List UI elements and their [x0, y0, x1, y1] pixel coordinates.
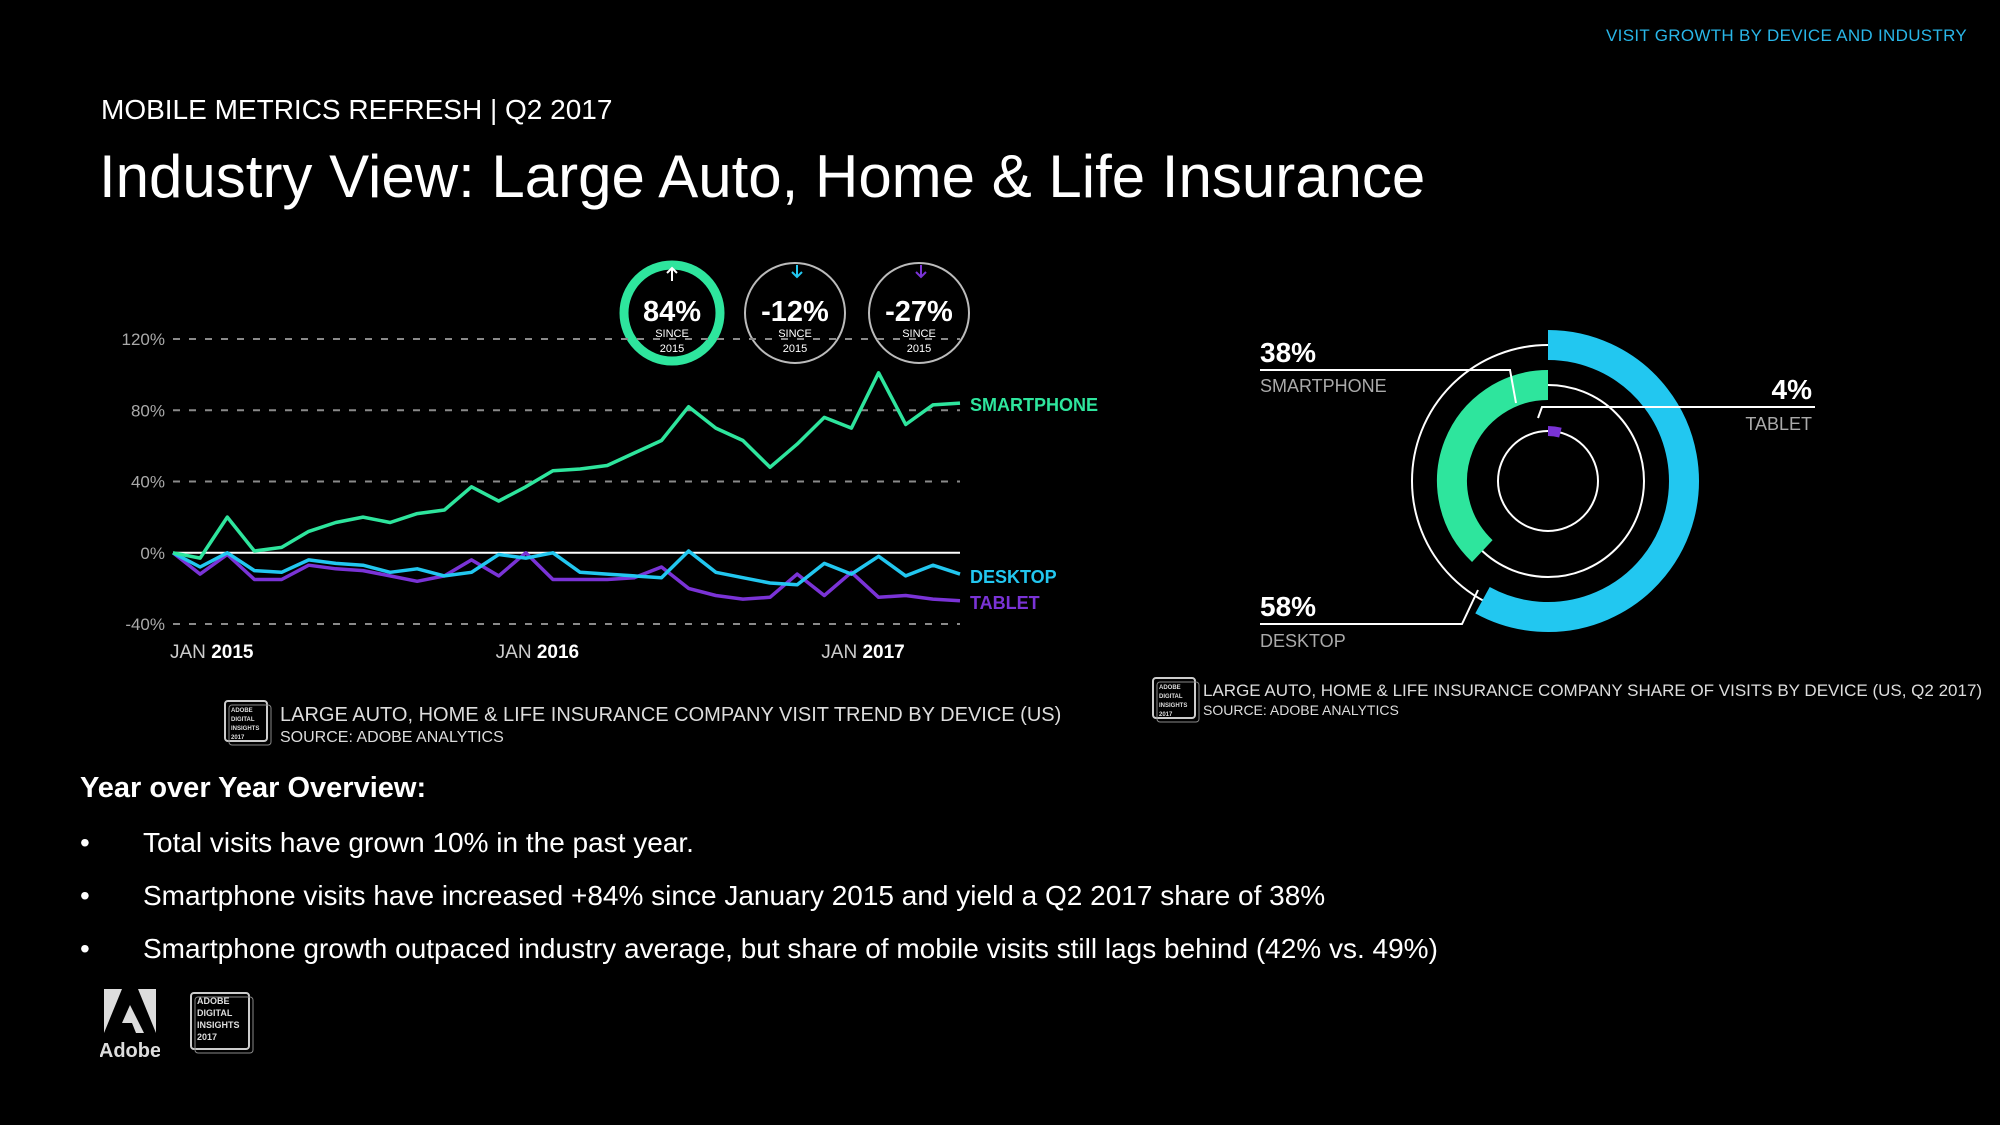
svg-text:INSIGHTS: INSIGHTS [231, 726, 259, 732]
badge-since: SINCE [655, 328, 689, 340]
badge-year: 2015 [907, 343, 931, 355]
bullet-text: Total visits have grown 10% in the past … [143, 827, 694, 858]
badge-ring [744, 262, 846, 364]
desktop-share-value: 58% [1260, 591, 1316, 622]
x-axis-ticks: JAN 2015 JAN 2016 JAN 2017 [170, 642, 905, 663]
ring-arc-smartphone [1437, 370, 1549, 562]
badge-progress-ring [619, 260, 725, 366]
arrow-down-icon [791, 265, 803, 279]
tablet-leader [1537, 406, 1815, 419]
badge-value: 84% [643, 296, 701, 328]
svg-text:2017: 2017 [1159, 712, 1173, 718]
arrow-down-icon [915, 265, 927, 279]
header-tag: VISIT GROWTH BY DEVICE AND INDUSTRY [1606, 26, 1967, 45]
y-tick-label: -40% [125, 615, 165, 634]
bullet-text: Smartphone growth outpaced industry aver… [143, 933, 1438, 964]
bullet-glyph: • [80, 880, 90, 911]
smartphone-share-label: SMARTPHONE [1260, 376, 1387, 396]
tablet-share-value: 4% [1772, 374, 1813, 405]
caption-source: SOURCE: ADOBE ANALYTICS [280, 729, 504, 746]
badge-since: SINCE [902, 328, 936, 340]
badge-ring [868, 262, 970, 364]
svg-text:ADOBE: ADOBE [231, 708, 253, 714]
svg-text:2017: 2017 [231, 735, 245, 741]
list-item: • Total visits have grown 10% in the past… [80, 826, 1438, 879]
x-tick-label: JAN 2016 [496, 642, 579, 663]
y-axis-ticks: 120% 80% 40% 0% -40% [122, 330, 165, 634]
growth-badge: 84%SINCE 2015 [619, 260, 725, 366]
badge-year: 2015 [660, 343, 684, 355]
adobe-logo: Adobe [100, 989, 160, 1062]
svg-text:INSIGHTS: INSIGHTS [1159, 703, 1187, 709]
y-tick-label: 0% [140, 544, 165, 563]
page-title: Industry View: Large Auto, Home & Life I… [99, 143, 1426, 210]
y-tick-label: 40% [131, 473, 165, 492]
x-tick-label: JAN 2015 [170, 642, 254, 663]
ring-chart-caption: ADOBE DIGITAL INSIGHTS 2017 LARGE AUTO, HOM… [1152, 677, 1982, 723]
ring-arc-desktop [1475, 330, 1699, 632]
caption-title: LARGE AUTO, HOME & LIFE INSURANCE COMPAN… [1203, 681, 1982, 700]
x-tick-label: JAN 2017 [821, 642, 904, 663]
bullet-glyph: • [80, 827, 90, 858]
overview-list: • Total visits have grown 10% in the past… [80, 826, 1438, 985]
svg-text:ADOBE: ADOBE [1159, 685, 1181, 691]
desktop-leader [1260, 589, 1479, 625]
device-share-ring-chart: 38% SMARTPHONE 4% TABLET 58% DESKTOP [1260, 330, 1815, 651]
series-lines [171, 371, 961, 603]
desktop-share-label: DESKTOP [1260, 631, 1346, 651]
series-label-smartphone: SMARTPHONE [970, 395, 1098, 415]
list-item: • Smartphone growth outpaced industry ave… [80, 932, 1438, 985]
badge-year: 2015 [783, 343, 807, 355]
svg-text:DIGITAL: DIGITAL [1159, 694, 1183, 700]
adobe-digital-insights-icon: ADOBE DIGITAL INSIGHTS 2017 [224, 700, 272, 746]
tablet-share-label: TABLET [1745, 414, 1812, 434]
svg-text:ADOBE: ADOBE [197, 996, 230, 1006]
y-tick-label: 120% [122, 330, 165, 349]
series-label-desktop: DESKTOP [970, 567, 1057, 587]
adobe-digital-insights-logo: ADOBE DIGITAL INSIGHTS 2017 [190, 992, 254, 1054]
caption-title: LARGE AUTO, HOME & LIFE INSURANCE COMPAN… [280, 704, 1061, 726]
smartphone-share-value: 38% [1260, 337, 1316, 368]
series-line-tablet [171, 551, 961, 603]
y-tick-label: 80% [131, 401, 165, 420]
page-kicker: MOBILE METRICS REFRESH | Q2 2017 [101, 94, 613, 125]
grid-lines [173, 338, 960, 625]
arrow-up-icon [666, 266, 678, 281]
ring-leader-lines [1260, 369, 1815, 625]
series-line-desktop [172, 549, 961, 587]
growth-badge: -12%SINCE 2015 [744, 262, 846, 364]
list-item: • Smartphone visits have increased +84% s… [80, 879, 1438, 932]
series-labels: SMARTPHONE DESKTOP TABLET [970, 395, 1098, 613]
ring-track-inner [1497, 430, 1599, 532]
badge-value: -12% [761, 296, 829, 328]
series-label-tablet: TABLET [970, 593, 1040, 613]
bullet-glyph: • [80, 933, 90, 964]
svg-text:INSIGHTS: INSIGHTS [197, 1020, 240, 1030]
caption-source: SOURCE: ADOBE ANALYTICS [1203, 702, 1399, 718]
badge-value: -27% [885, 296, 953, 328]
badge-since: SINCE [778, 328, 812, 340]
svg-text:DIGITAL: DIGITAL [231, 717, 255, 723]
visit-trend-line-chart: 120%80%40%0%-40% JAN 2015 JAN 2016 JAN 201… [122, 330, 1099, 663]
growth-badge: -27%SINCE 2015 [868, 262, 970, 364]
adobe-wordmark: Adobe [100, 1040, 160, 1062]
bullet-text: Smartphone visits have increased +84% si… [143, 880, 1326, 911]
smartphone-leader [1260, 369, 1517, 404]
ring-arc-tablet [1547, 426, 1562, 438]
line-chart-caption: ADOBE DIGITAL INSIGHTS 2017 LARGE AUTO, HOM… [224, 700, 1061, 746]
series-line-smartphone [172, 371, 961, 560]
svg-text:2017: 2017 [197, 1032, 217, 1042]
svg-text:DIGITAL: DIGITAL [197, 1008, 233, 1018]
overview-heading: Year over Year Overview: [80, 772, 427, 804]
adobe-digital-insights-icon: ADOBE DIGITAL INSIGHTS 2017 [1152, 677, 1200, 723]
